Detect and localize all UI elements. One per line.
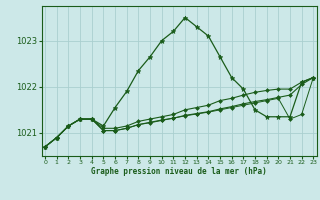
X-axis label: Graphe pression niveau de la mer (hPa): Graphe pression niveau de la mer (hPa) [91, 167, 267, 176]
